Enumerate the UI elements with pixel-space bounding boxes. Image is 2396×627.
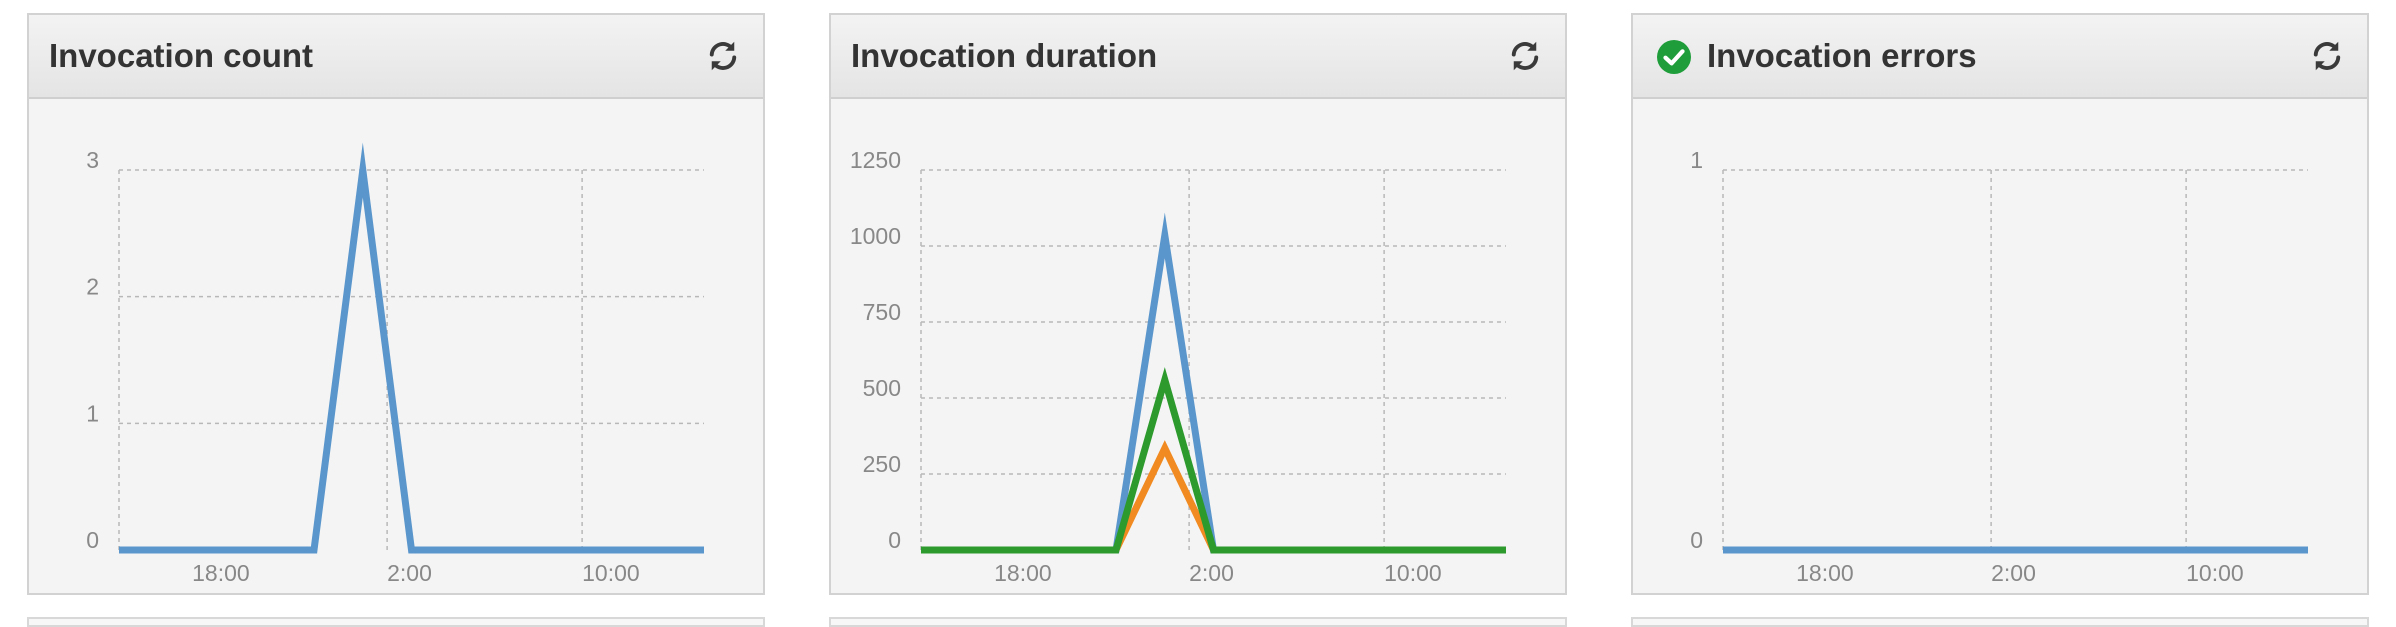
panel-header: Invocation errors — [1633, 15, 2367, 99]
y-tick-label: 750 — [863, 299, 901, 325]
x-tick-label: 2:00 — [1189, 560, 1234, 586]
y-tick-label: 1000 — [850, 223, 901, 249]
panel-title: Invocation count — [49, 37, 313, 74]
refresh-icon[interactable] — [1507, 38, 1543, 74]
chart-invocation-duration: 0 250 500 750 1000 1250 18:00 2:00 10:00 — [850, 147, 1506, 586]
x-tick-label: 18:00 — [994, 560, 1052, 586]
chart-panel-invocation-errors: Invocation errors 0 1 18:00 2:00 10:00 — [1631, 13, 2369, 595]
y-tick-label: 1250 — [850, 147, 901, 173]
x-tick-label: 18:00 — [1796, 560, 1854, 586]
x-tick-label: 2:00 — [1991, 560, 2036, 586]
x-tick-label: 2:00 — [387, 560, 432, 586]
refresh-icon[interactable] — [705, 38, 741, 74]
y-tick-label: 500 — [863, 375, 901, 401]
chart-invocation-errors: 0 1 18:00 2:00 10:00 — [1690, 147, 2308, 586]
chart-panel-invocation-duration: Invocation duration 0 250 500 750 1000 1250 18… — [829, 13, 1567, 595]
y-tick-label: 0 — [86, 527, 99, 553]
x-tick-label: 10:00 — [1384, 560, 1442, 586]
chart-panel-invocation-count: Invocation count 0 1 2 3 18:00 2:00 10:00 — [27, 13, 765, 595]
y-tick-label: 2 — [86, 274, 99, 300]
series-line — [921, 367, 1506, 554]
check-circle-icon — [1657, 40, 1691, 74]
y-tick-label: 0 — [888, 527, 901, 553]
panel-title: Invocation errors — [1707, 37, 1977, 74]
panel-header: Invocation duration — [831, 15, 1565, 99]
refresh-icon[interactable] — [2309, 38, 2345, 74]
y-tick-label: 3 — [86, 147, 99, 173]
x-tick-label: 10:00 — [2186, 560, 2244, 586]
series-line — [921, 212, 1506, 554]
series-line — [119, 142, 704, 554]
next-panel-edge — [27, 617, 765, 627]
next-panel-edge — [1631, 617, 2369, 627]
x-tick-label: 10:00 — [582, 560, 640, 586]
y-tick-label: 250 — [863, 451, 901, 477]
panel-title: Invocation duration — [851, 37, 1158, 74]
panel-header: Invocation count — [29, 15, 763, 99]
y-tick-label: 1 — [86, 400, 99, 426]
next-panel-edge — [829, 617, 1567, 627]
x-tick-label: 18:00 — [192, 560, 250, 586]
y-tick-label: 0 — [1690, 527, 1703, 553]
chart-invocation-count: 0 1 2 3 18:00 2:00 10:00 — [86, 142, 704, 586]
y-tick-label: 1 — [1690, 147, 1703, 173]
